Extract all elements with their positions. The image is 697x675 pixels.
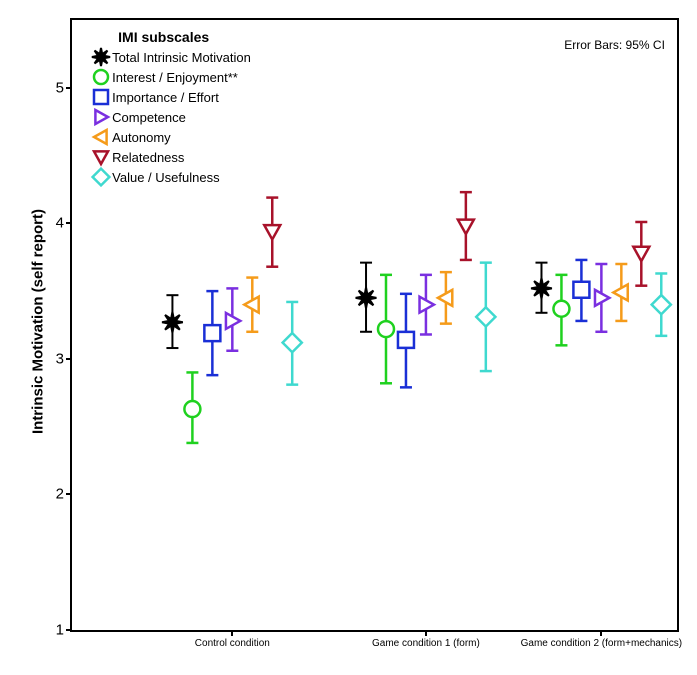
y-tick-label: 3	[44, 350, 64, 367]
legend-item: Total Intrinsic Motivation	[90, 47, 251, 67]
plot-area: IMI subscales Total Intrinsic Motivation…	[70, 18, 679, 632]
legend-title: IMI subscales	[90, 29, 251, 45]
legend-label: Relatedness	[112, 150, 184, 165]
x-tick-label: Control condition	[195, 638, 270, 649]
importance-marker-icon	[90, 87, 112, 107]
value-marker-icon	[90, 167, 112, 187]
legend-label: Importance / Effort	[112, 90, 219, 105]
error-bar-note: Error Bars: 95% CI	[564, 38, 665, 52]
legend-item: Value / Usefulness	[90, 167, 251, 187]
interest-marker-icon	[90, 67, 112, 87]
x-tick-mark	[600, 630, 602, 636]
x-tick-label: Game condition 1 (form)	[372, 638, 480, 649]
x-tick-mark	[231, 630, 233, 636]
legend-item: Autonomy	[90, 127, 251, 147]
legend-item: Relatedness	[90, 147, 251, 167]
legend: IMI subscales Total Intrinsic Motivation…	[90, 29, 251, 187]
autonomy-marker-icon	[90, 127, 112, 147]
total-marker-icon	[90, 47, 112, 67]
chart-container: IMI subscales Total Intrinsic Motivation…	[0, 0, 697, 675]
y-tick-mark	[66, 358, 72, 360]
y-tick-label: 4	[44, 215, 64, 232]
y-tick-label: 2	[44, 486, 64, 503]
y-tick-mark	[66, 629, 72, 631]
relatedness-marker-icon	[90, 147, 112, 167]
competence-marker-icon	[90, 107, 112, 127]
legend-item: Competence	[90, 107, 251, 127]
y-tick-mark	[66, 87, 72, 89]
y-tick-mark	[66, 222, 72, 224]
legend-item: Interest / Enjoyment**	[90, 67, 251, 87]
legend-label: Competence	[112, 110, 186, 125]
x-tick-label: Game condition 2 (form+mechanics)	[521, 638, 682, 649]
x-tick-mark	[425, 630, 427, 636]
legend-label: Total Intrinsic Motivation	[112, 50, 251, 65]
legend-item: Importance / Effort	[90, 87, 251, 107]
y-tick-label: 1	[44, 622, 64, 639]
legend-label: Value / Usefulness	[112, 170, 219, 185]
legend-label: Autonomy	[112, 130, 171, 145]
y-axis-label: Intrinsic Motivation (self report)	[30, 182, 47, 462]
legend-label: Interest / Enjoyment**	[112, 70, 238, 85]
y-tick-mark	[66, 493, 72, 495]
y-tick-label: 5	[44, 79, 64, 96]
